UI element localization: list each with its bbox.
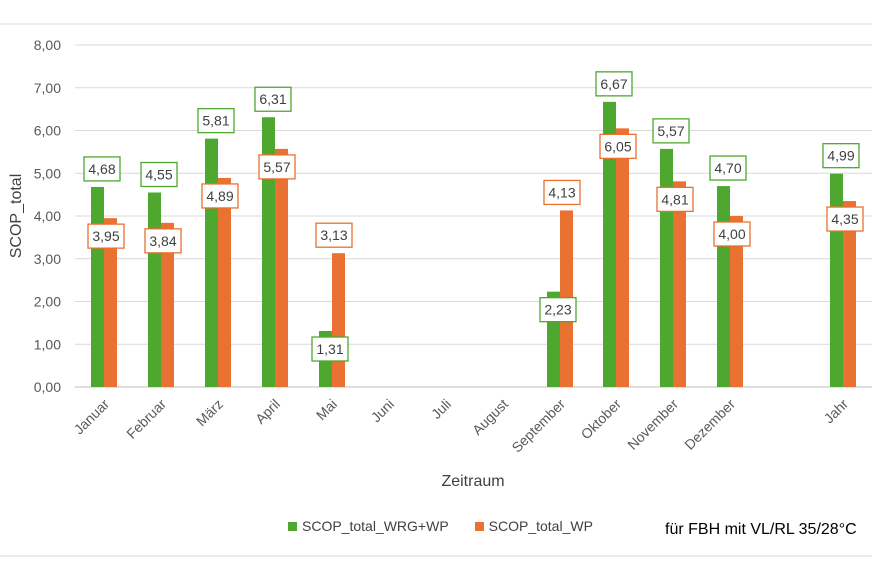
data-label-wp-box	[599, 133, 637, 160]
data-label-wp: 5,57	[263, 159, 290, 175]
data-label-wp: 4,81	[661, 191, 688, 207]
data-label-wrg-wp-box	[595, 71, 633, 97]
legend-swatch-orange	[474, 521, 484, 531]
data-label-wrg-wp-box	[140, 161, 178, 188]
data-label-wp: 4,13	[548, 184, 575, 200]
data-label-wp: 4,00	[718, 226, 745, 242]
bar-wp	[616, 128, 629, 388]
data-label-wrg-wp: 5,81	[202, 113, 229, 129]
data-label-wp-box	[258, 154, 296, 180]
legend-label-wp: SCOP_total_WP	[488, 518, 593, 534]
data-label-wrg-wp: 6,67	[600, 76, 627, 92]
bar-wrg-wp	[262, 117, 275, 387]
bar-wp	[161, 222, 174, 387]
data-label-wrg-wp-box	[652, 118, 690, 144]
bar-wp	[673, 181, 686, 387]
bar-wp	[843, 201, 856, 387]
x-tick-label: Februar	[123, 396, 169, 442]
bar-wp	[275, 148, 288, 387]
data-label-wrg-wp: 4,55	[145, 166, 172, 182]
x-tick-label: September	[508, 396, 568, 456]
data-label-wp: 3,95	[92, 228, 119, 244]
y-tick-label: 5,00	[34, 165, 61, 181]
x-tick-label: Januar	[71, 396, 113, 438]
data-label-wp: 3,13	[320, 227, 347, 243]
bar-wrg-wp	[205, 138, 218, 387]
legend-item-wp: SCOP_total_WP	[474, 518, 593, 534]
legend-swatch-green	[288, 521, 297, 531]
data-label-wrg-wp: 6,31	[259, 91, 286, 107]
x-tick-label: März	[193, 396, 226, 429]
x-tick-label: August	[469, 396, 511, 438]
y-tick-label: 3,00	[34, 251, 61, 267]
data-label-wp-box	[315, 222, 353, 248]
legend-item-wrg-wp: SCOP_total_WRG+WP	[288, 518, 449, 534]
data-label-wrg-wp: 4,70	[714, 160, 741, 176]
data-label-wp-box	[543, 179, 581, 206]
x-tick-label: November	[624, 396, 681, 453]
data-label-wrg-wp-box	[822, 143, 860, 169]
data-label-wrg-wp: 5,57	[657, 123, 684, 139]
x-tick-label: April	[252, 396, 283, 427]
data-label-wp: 6,05	[604, 138, 631, 154]
data-label-wrg-wp-box	[709, 155, 747, 181]
y-tick-label: 8,00	[34, 37, 61, 53]
data-label-wrg-wp-box	[83, 156, 121, 182]
data-label-wrg-wp: 1,31	[316, 341, 343, 357]
y-tick-label: 1,00	[34, 336, 61, 352]
bar-wrg-wp	[830, 173, 843, 387]
data-label-wrg-wp: 4,99	[827, 148, 854, 164]
data-label-wrg-wp-box	[539, 297, 577, 323]
data-label-wp-box	[826, 206, 864, 232]
x-tick-label: Oktober	[578, 396, 625, 443]
y-tick-label: 2,00	[34, 294, 61, 310]
y-tick-label: 7,00	[34, 80, 61, 96]
bar-wp	[730, 216, 743, 387]
bar-wrg-wp	[717, 186, 730, 387]
data-label-wp: 4,89	[206, 188, 233, 204]
x-tick-label: Juli	[428, 396, 454, 422]
bar-wrg-wp	[148, 192, 161, 387]
x-tick-label: Jahr	[821, 396, 852, 427]
chart-note: für FBH mit VL/RL 35/28°C	[665, 521, 857, 538]
x-axis-title: Zeitraum	[441, 473, 504, 490]
bar-wrg-wp	[603, 101, 616, 388]
x-tick-label: Mai	[313, 396, 340, 423]
data-label-wp: 4,35	[831, 211, 858, 227]
data-label-wrg-wp: 4,68	[88, 161, 115, 177]
data-label-wp-box	[656, 186, 694, 213]
bar-wrg-wp	[660, 148, 673, 387]
data-label-wp-box	[713, 221, 751, 247]
data-label-wrg-wp-box	[311, 336, 349, 362]
y-tick-label: 4,00	[34, 208, 61, 224]
bar-wp	[104, 218, 117, 387]
data-label-wp-box	[201, 183, 239, 209]
bar-wp	[332, 253, 345, 387]
data-label-wp: 3,84	[149, 233, 176, 249]
data-label-wp-box	[87, 223, 125, 249]
data-label-wrg-wp-box	[197, 107, 235, 134]
data-label-wrg-wp: 2,23	[544, 302, 571, 318]
data-label-wp-box	[144, 228, 182, 254]
legend-label-wrg-wp: SCOP_total_WRG+WP	[302, 518, 449, 534]
bar-wrg-wp	[91, 186, 104, 387]
y-tick-label: 6,00	[34, 123, 61, 139]
y-axis-title: SCOP_total	[8, 174, 25, 258]
data-label-wrg-wp-box	[254, 86, 292, 112]
legend: SCOP_total_WRG+WP SCOP_total_WP	[288, 518, 619, 534]
x-tick-label: Juni	[368, 396, 397, 425]
y-tick-label: 0,00	[34, 379, 61, 395]
x-tick-label: Dezember	[681, 396, 738, 453]
bar-wp	[218, 177, 231, 387]
